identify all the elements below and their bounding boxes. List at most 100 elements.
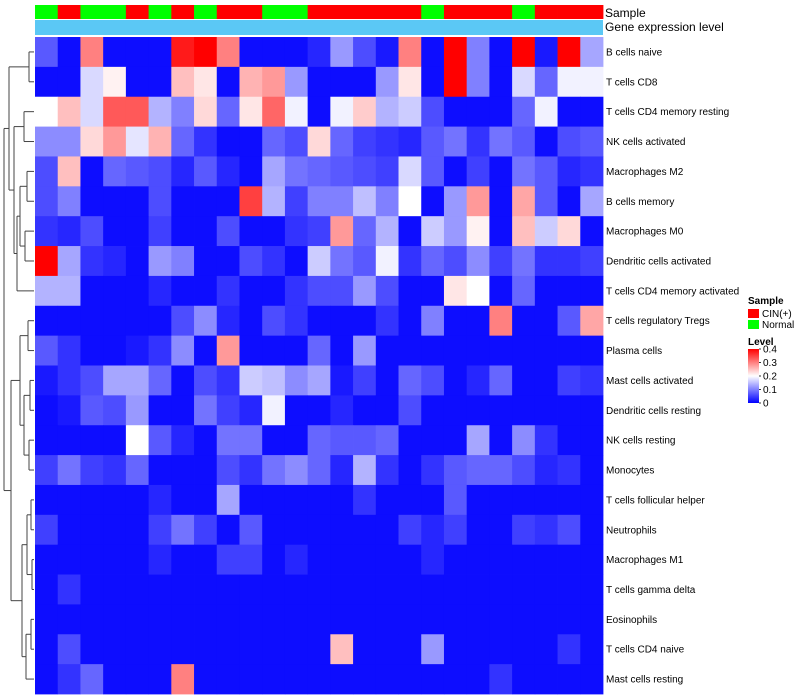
heatmap-cell <box>194 484 218 516</box>
sample-annotation-cell <box>512 5 536 19</box>
sample-annotation-cell <box>148 5 172 19</box>
heatmap-cell <box>125 604 149 635</box>
row-label: Monocytes <box>606 466 654 477</box>
row-label: T cells CD8 <box>606 77 658 88</box>
heatmap-cell <box>194 514 218 546</box>
heatmap-cell <box>284 96 309 127</box>
heatmap-cell <box>534 37 558 68</box>
heatmap-cell <box>353 96 377 127</box>
row-label: NK cells resting <box>606 436 675 447</box>
heatmap-cell <box>284 604 309 635</box>
heatmap-cell <box>330 66 354 98</box>
legend-level-ticks: 0.4 0.3 0.2 0.1 0 <box>759 345 777 410</box>
heatmap-cell <box>57 604 81 635</box>
heatmap-cell <box>307 37 331 68</box>
heatmap-cell <box>194 37 218 68</box>
heatmap-cell <box>466 634 490 665</box>
heatmap-cell <box>239 335 263 366</box>
heatmap-cell <box>262 544 286 575</box>
heatmap-cell <box>353 305 377 337</box>
heatmap-cell <box>398 275 422 307</box>
heatmap-cell <box>353 664 377 695</box>
heatmap-cell <box>557 246 581 277</box>
heatmap-cell <box>57 425 81 456</box>
heatmap-cell <box>307 66 331 98</box>
row-label: Dendritic cells resting <box>606 406 701 417</box>
heatmap-cell <box>125 395 149 426</box>
heatmap-cell <box>375 365 399 396</box>
annotation-label-expression: Gene expression level <box>605 20 724 34</box>
heatmap-cell <box>512 96 536 127</box>
heatmap-cell <box>398 66 422 98</box>
heatmap-cell <box>35 305 59 337</box>
heatmap-cell <box>375 634 399 665</box>
heatmap-cell <box>194 216 218 247</box>
heatmap-cell <box>148 66 172 98</box>
heatmap-cell <box>262 664 286 695</box>
heatmap-cell <box>171 574 195 605</box>
heatmap-cell <box>148 664 172 695</box>
heatmap-cell <box>330 246 354 277</box>
heatmap-cell <box>443 246 468 277</box>
heatmap-cell <box>103 395 127 426</box>
heatmap-cell <box>375 37 399 68</box>
heatmap-cell <box>262 514 286 546</box>
heatmap-cell <box>489 37 513 68</box>
heatmap-cell <box>239 544 263 575</box>
heatmap-cell <box>57 335 81 366</box>
heatmap-cell <box>103 514 127 546</box>
heatmap-cell <box>262 365 286 396</box>
heatmap-cell <box>148 275 172 307</box>
heatmap-cell <box>216 544 240 575</box>
heatmap-cell <box>35 365 59 396</box>
heatmap-cell <box>443 514 468 546</box>
heatmap-cell <box>557 455 581 486</box>
heatmap-cell <box>353 37 377 68</box>
heatmap-cell <box>148 544 172 575</box>
heatmap-cell <box>239 634 263 665</box>
heatmap-cell <box>353 246 377 277</box>
heatmap-cell <box>239 275 263 307</box>
heatmap-cell <box>443 186 468 217</box>
heatmap-cell <box>103 156 127 187</box>
sample-annotation-cell <box>307 5 331 19</box>
heatmap-cell <box>557 574 581 605</box>
heatmap-cell <box>80 574 104 605</box>
heatmap-cell <box>307 604 331 635</box>
heatmap-cell <box>375 156 399 187</box>
heatmap-cell <box>512 425 536 456</box>
heatmap-cell <box>216 574 240 605</box>
sample-annotation-cell <box>421 5 445 19</box>
heatmap-cell <box>57 37 81 68</box>
heatmap-cell <box>194 574 218 605</box>
row-label: T cells CD4 memory resting <box>606 107 729 118</box>
heatmap-cell <box>489 335 513 366</box>
heatmap-cell <box>103 126 127 157</box>
heatmap-cell <box>330 216 354 247</box>
sample-annotation-cell <box>216 5 240 19</box>
heatmap-cell <box>421 604 445 635</box>
heatmap-cell <box>171 514 195 546</box>
heatmap-cell <box>284 305 309 337</box>
heatmap-cell <box>353 216 377 247</box>
level-tick-label: 0.2 <box>763 372 777 383</box>
heatmap-cell <box>512 395 536 426</box>
heatmap-cell <box>57 634 81 665</box>
heatmap-cell <box>262 484 286 516</box>
heatmap-cell <box>443 66 468 98</box>
heatmap-cell <box>557 156 581 187</box>
heatmap-cell <box>534 484 558 516</box>
heatmap-cell <box>80 96 104 127</box>
heatmap-cell <box>35 66 59 98</box>
heatmap-cell <box>125 305 149 337</box>
heatmap-cell <box>534 156 558 187</box>
heatmap-cell <box>330 335 354 366</box>
heatmap-cell <box>103 37 127 68</box>
heatmap-cell <box>466 37 490 68</box>
heatmap-cell <box>489 96 513 127</box>
heatmap-cell <box>148 37 172 68</box>
heatmap-cell <box>375 275 399 307</box>
heatmap-cell <box>512 66 536 98</box>
row-label: Plasma cells <box>606 346 662 357</box>
row-label: B cells naive <box>606 47 663 58</box>
